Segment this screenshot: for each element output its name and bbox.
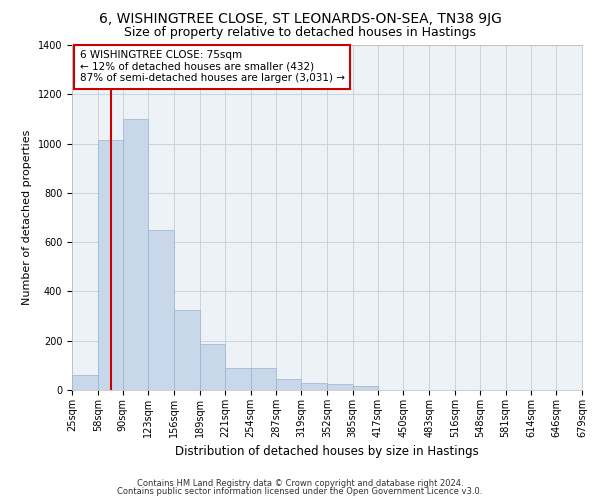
Text: 6 WISHINGTREE CLOSE: 75sqm
← 12% of detached houses are smaller (432)
87% of sem: 6 WISHINGTREE CLOSE: 75sqm ← 12% of deta… bbox=[80, 50, 344, 84]
Bar bbox=[277, 379, 301, 390]
Bar bbox=[98, 140, 122, 390]
Text: Contains public sector information licensed under the Open Government Licence v3: Contains public sector information licen… bbox=[118, 487, 482, 496]
Bar bbox=[301, 382, 327, 390]
Bar bbox=[353, 386, 377, 390]
Bar bbox=[251, 368, 277, 390]
Bar bbox=[225, 368, 251, 390]
X-axis label: Distribution of detached houses by size in Hastings: Distribution of detached houses by size … bbox=[175, 446, 479, 458]
Bar bbox=[72, 374, 98, 390]
Bar bbox=[148, 230, 174, 390]
Bar bbox=[174, 310, 200, 390]
Text: Size of property relative to detached houses in Hastings: Size of property relative to detached ho… bbox=[124, 26, 476, 39]
Y-axis label: Number of detached properties: Number of detached properties bbox=[22, 130, 32, 305]
Bar bbox=[327, 384, 353, 390]
Text: Contains HM Land Registry data © Crown copyright and database right 2024.: Contains HM Land Registry data © Crown c… bbox=[137, 478, 463, 488]
Bar bbox=[200, 344, 225, 390]
Text: 6, WISHINGTREE CLOSE, ST LEONARDS-ON-SEA, TN38 9JG: 6, WISHINGTREE CLOSE, ST LEONARDS-ON-SEA… bbox=[98, 12, 502, 26]
Bar bbox=[122, 119, 148, 390]
